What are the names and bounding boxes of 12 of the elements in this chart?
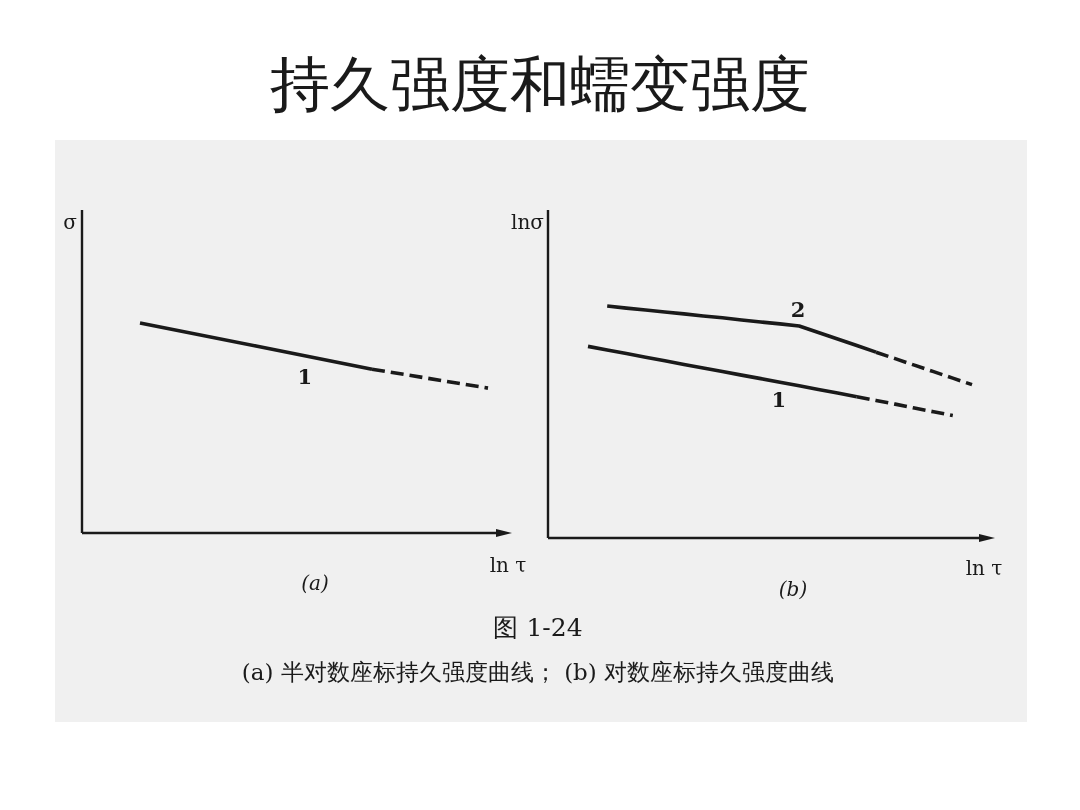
xlabel: ln τ (965, 556, 1003, 580)
series-label: 1 (771, 386, 787, 412)
series-label: 2 (790, 296, 806, 322)
subtitle: (b) (778, 577, 808, 601)
series-label: 1 (297, 363, 313, 389)
title: 持久强度和蠕变强度 (270, 49, 810, 119)
ylabel: σ (63, 210, 77, 234)
ylabel: lnσ (511, 210, 544, 234)
xlabel: ln τ (489, 553, 527, 577)
annotation: (a) 半对数座标持久强度曲线； (b) 对数座标持久强度曲线 (241, 659, 835, 685)
subtitle: (a) (301, 571, 329, 595)
annotation: 图 1-24 (493, 612, 583, 642)
